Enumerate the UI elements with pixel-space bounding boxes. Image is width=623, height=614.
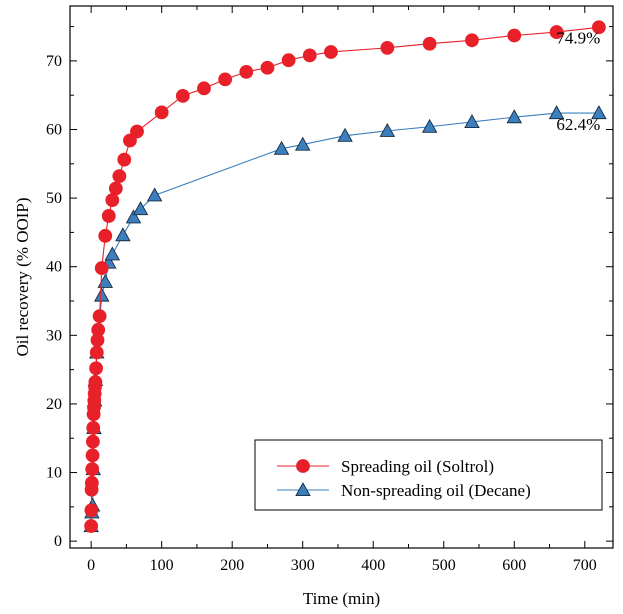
x-tick-label: 300 (291, 557, 315, 574)
data-point (507, 28, 522, 43)
legend-marker (296, 459, 310, 473)
x-tick-label: 600 (502, 557, 526, 574)
x-axis-label: Time (min) (303, 589, 380, 608)
annotation-label: 62.4% (556, 115, 600, 134)
plot-frame (69, 5, 614, 549)
data-point (112, 169, 127, 184)
data-point (132, 201, 149, 216)
legend: Spreading oil (Soltrol) Non-spreading oil… (254, 439, 603, 511)
data-point (101, 209, 116, 223)
data-point (294, 136, 311, 151)
data-point (260, 60, 275, 75)
axes: 0 100 200 300 400 500 600 700 0 10 20 30 40 50 60 70 (46, 5, 614, 574)
data-point (273, 140, 290, 155)
data-point (549, 25, 564, 39)
data-point (85, 448, 100, 463)
data-point (548, 105, 565, 120)
y-tick-label: 50 (46, 190, 62, 207)
data-point (88, 375, 103, 389)
data-point (465, 33, 479, 48)
data-point (84, 503, 99, 518)
data-point (218, 72, 233, 87)
data-point (591, 105, 607, 120)
data-point (464, 114, 480, 128)
y-tick-label: 30 (46, 327, 62, 344)
data-point (380, 40, 395, 55)
legend-label: Non-spreading oil (Decane) (341, 481, 531, 500)
data-point (117, 152, 132, 167)
annotations: 74.9% 62.4% (556, 29, 600, 134)
data-point (115, 227, 131, 242)
data-point (422, 36, 437, 51)
series-layer (83, 20, 607, 533)
y-tick-label: 0 (54, 533, 62, 550)
data-point (84, 475, 99, 490)
data-point (85, 462, 100, 477)
data-point (86, 434, 100, 449)
legend-entry: Spreading oil (Soltrol) (277, 457, 494, 476)
y-tick-label: 40 (46, 259, 62, 276)
y-tick-label: 10 (46, 465, 62, 482)
data-point (94, 261, 109, 275)
data-point (89, 361, 103, 376)
data-point (591, 20, 606, 35)
series-soltrol (84, 20, 606, 533)
annotation-label: 74.9% (556, 29, 600, 48)
data-point (98, 228, 113, 243)
data-point (91, 322, 106, 337)
data-point (146, 187, 163, 202)
data-point (506, 109, 523, 124)
data-point (197, 81, 211, 96)
y-tick-label: 60 (46, 121, 62, 138)
x-tick-label: 500 (432, 557, 456, 574)
legend-label: Spreading oil (Soltrol) (341, 457, 494, 476)
data-point (125, 209, 142, 224)
x-tick-label: 0 (87, 557, 95, 574)
data-point (379, 122, 396, 137)
legend-marker (295, 482, 311, 497)
data-point (175, 88, 190, 103)
data-point (281, 53, 296, 68)
data-point (104, 246, 121, 261)
data-point (108, 181, 123, 196)
data-point (84, 519, 99, 533)
data-point (97, 273, 114, 288)
x-tick-label: 100 (150, 557, 174, 574)
y-tick-label: 70 (46, 53, 62, 70)
data-point (92, 309, 107, 324)
x-tick-label: 400 (361, 557, 385, 574)
data-point (239, 64, 254, 79)
data-point (302, 48, 317, 63)
data-point (105, 193, 120, 208)
data-point (154, 105, 169, 120)
legend-entry: Non-spreading oil (Decane) (277, 481, 531, 500)
data-point (89, 345, 104, 360)
data-point (324, 45, 338, 59)
data-point (337, 127, 353, 142)
data-point (130, 124, 144, 139)
y-axis-label: Oil recovery (% OOIP) (13, 197, 32, 356)
x-tick-label: 700 (573, 557, 597, 574)
data-point (93, 287, 110, 302)
legend-box (254, 439, 603, 511)
data-point (421, 118, 438, 133)
data-point (86, 421, 101, 435)
x-tick-label: 200 (220, 557, 244, 574)
y-tick-label: 20 (46, 396, 62, 413)
